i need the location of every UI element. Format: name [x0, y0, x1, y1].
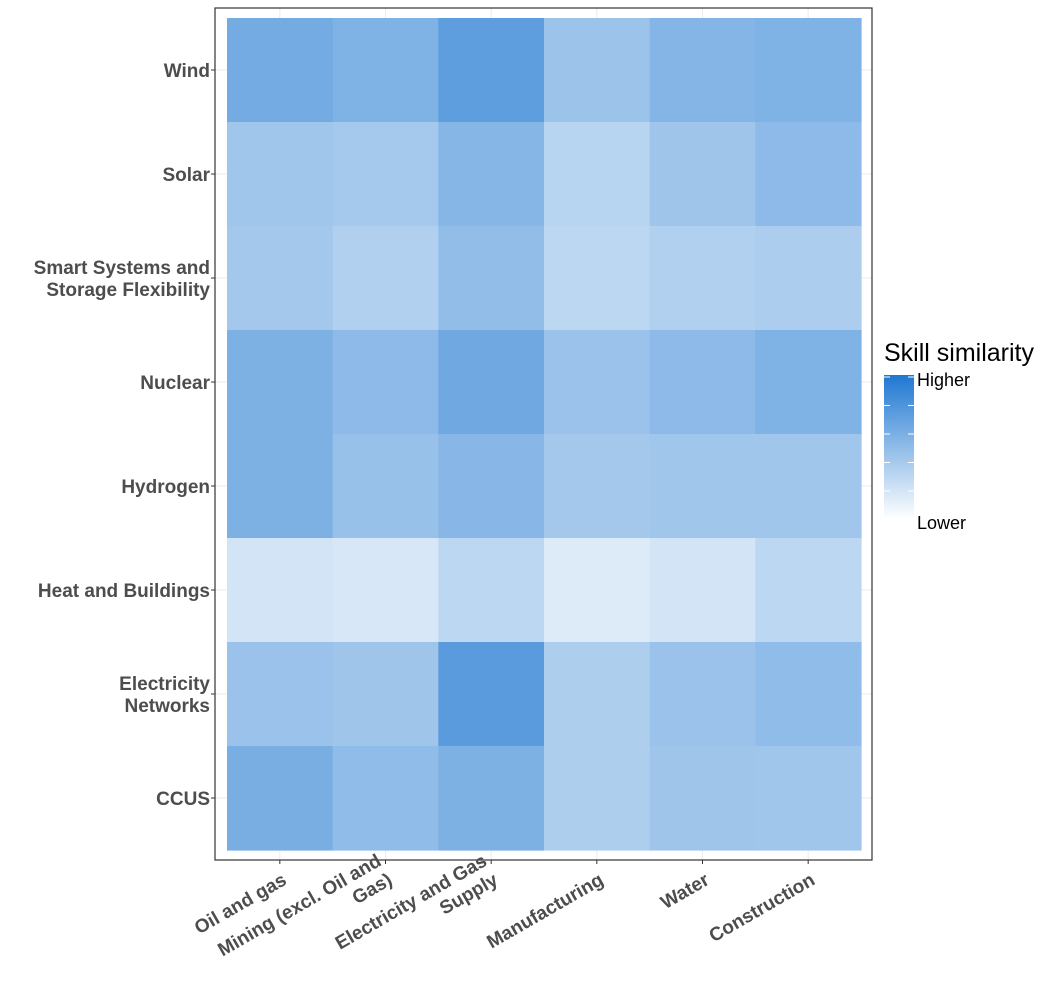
- y-tick-label: Electricity Networks: [119, 674, 210, 717]
- heatmap-cell: [227, 746, 334, 851]
- heatmap-cell: [332, 226, 439, 331]
- heatmap-cell: [438, 330, 545, 435]
- heatmap-cell: [544, 330, 651, 435]
- heatmap-cell: [544, 122, 651, 227]
- heatmap-cell: [544, 226, 651, 331]
- heatmap-cell: [544, 642, 651, 747]
- legend-title: Skill similarity: [884, 339, 1035, 367]
- heatmap-cell: [332, 746, 439, 851]
- heatmap-cell: [438, 434, 545, 539]
- heatmap-cell: [438, 538, 545, 643]
- legend-colorbar: [884, 375, 914, 519]
- x-tick-label: Water: [657, 869, 713, 914]
- heatmap-cell: [755, 122, 862, 227]
- y-tick-label: Nuclear: [140, 373, 210, 394]
- heatmap-cells: [227, 18, 862, 851]
- y-tick-label: Heat and Buildings: [38, 581, 210, 602]
- heatmap-cell: [649, 538, 756, 643]
- heatmap-cell: [649, 642, 756, 747]
- heatmap-cell: [755, 538, 862, 643]
- y-tick-label: Smart Systems and Storage Flexibility: [34, 258, 211, 301]
- heatmap-cell: [755, 746, 862, 851]
- heatmap-cell: [227, 642, 334, 747]
- heatmap-cell: [227, 18, 334, 123]
- heatmap-cell: [227, 122, 334, 227]
- y-tick-label: Solar: [162, 165, 210, 186]
- heatmap-cell: [649, 18, 756, 123]
- heatmap-cell: [755, 226, 862, 331]
- heatmap-cell: [755, 18, 862, 123]
- legend-ticks: [884, 376, 914, 492]
- legend: Skill similarity Higher Lower: [884, 339, 1035, 533]
- heatmap-cell: [755, 434, 862, 539]
- heatmap-cell: [544, 18, 651, 123]
- heatmap-cell: [649, 122, 756, 227]
- heatmap-cell: [438, 746, 545, 851]
- heatmap-cell: [755, 330, 862, 435]
- heatmap-cell: [227, 538, 334, 643]
- heatmap-cell: [649, 434, 756, 539]
- heatmap-cell: [649, 226, 756, 331]
- heatmap-cell: [332, 642, 439, 747]
- x-tick-label: Construction: [706, 870, 819, 947]
- legend-low-label: Lower: [917, 513, 966, 533]
- plot-panel-border: [214, 7, 873, 861]
- heatmap-cell: [332, 18, 439, 123]
- heatmap-cell: [332, 122, 439, 227]
- y-axis: Wind Solar Smart Systems and Storage Flexib…: [34, 61, 215, 810]
- heatmap-cell: [227, 226, 334, 331]
- heatmap-cell: [649, 746, 756, 851]
- heatmap-cell: [227, 330, 334, 435]
- legend-high-label: Higher: [917, 370, 970, 390]
- heatmap-cell: [332, 434, 439, 539]
- heatmap-cell: [544, 434, 651, 539]
- heatmap-cell: [438, 226, 545, 331]
- heatmap-cell: [544, 746, 651, 851]
- heatmap-cell: [544, 538, 651, 643]
- heatmap-cell: [332, 538, 439, 643]
- x-tick-label: Manufacturing: [483, 870, 607, 954]
- heatmap-cell: [332, 330, 439, 435]
- y-tick-label: Hydrogen: [121, 477, 210, 498]
- y-tick-label: CCUS: [156, 789, 210, 810]
- heatmap-cell: [438, 122, 545, 227]
- heatmap-cell: [227, 434, 334, 539]
- y-tick-label: Wind: [164, 61, 210, 82]
- heatmap-cell: [755, 642, 862, 747]
- heatmap-cell: [649, 330, 756, 435]
- heatmap-cell: [438, 642, 545, 747]
- heatmap-cell: [438, 18, 545, 123]
